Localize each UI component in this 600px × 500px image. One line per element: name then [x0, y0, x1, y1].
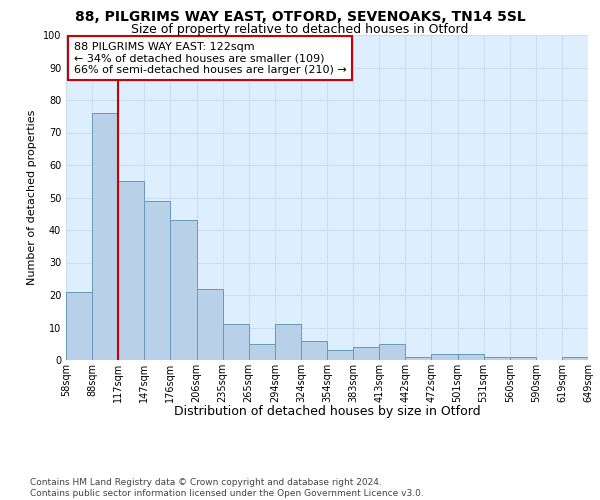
Bar	[353, 347, 379, 360]
Bar	[379, 344, 406, 360]
Bar	[327, 350, 353, 360]
Bar	[275, 324, 301, 360]
Bar	[118, 181, 145, 360]
Bar	[484, 357, 510, 360]
Text: 88 PILGRIMS WAY EAST: 122sqm
← 34% of detached houses are smaller (109)
66% of s: 88 PILGRIMS WAY EAST: 122sqm ← 34% of de…	[74, 42, 347, 74]
Bar	[145, 200, 170, 360]
Text: Contains HM Land Registry data © Crown copyright and database right 2024.
Contai: Contains HM Land Registry data © Crown c…	[30, 478, 424, 498]
Bar	[301, 340, 327, 360]
Bar	[92, 113, 118, 360]
Bar	[431, 354, 458, 360]
Bar	[223, 324, 249, 360]
Y-axis label: Number of detached properties: Number of detached properties	[27, 110, 37, 285]
Bar	[510, 357, 536, 360]
Bar	[406, 357, 431, 360]
Bar	[249, 344, 275, 360]
Bar	[562, 357, 588, 360]
Text: 88, PILGRIMS WAY EAST, OTFORD, SEVENOAKS, TN14 5SL: 88, PILGRIMS WAY EAST, OTFORD, SEVENOAKS…	[74, 10, 526, 24]
Text: Size of property relative to detached houses in Otford: Size of property relative to detached ho…	[131, 22, 469, 36]
X-axis label: Distribution of detached houses by size in Otford: Distribution of detached houses by size …	[173, 405, 481, 418]
Bar	[66, 292, 92, 360]
Bar	[170, 220, 197, 360]
Bar	[197, 288, 223, 360]
Bar	[458, 354, 484, 360]
